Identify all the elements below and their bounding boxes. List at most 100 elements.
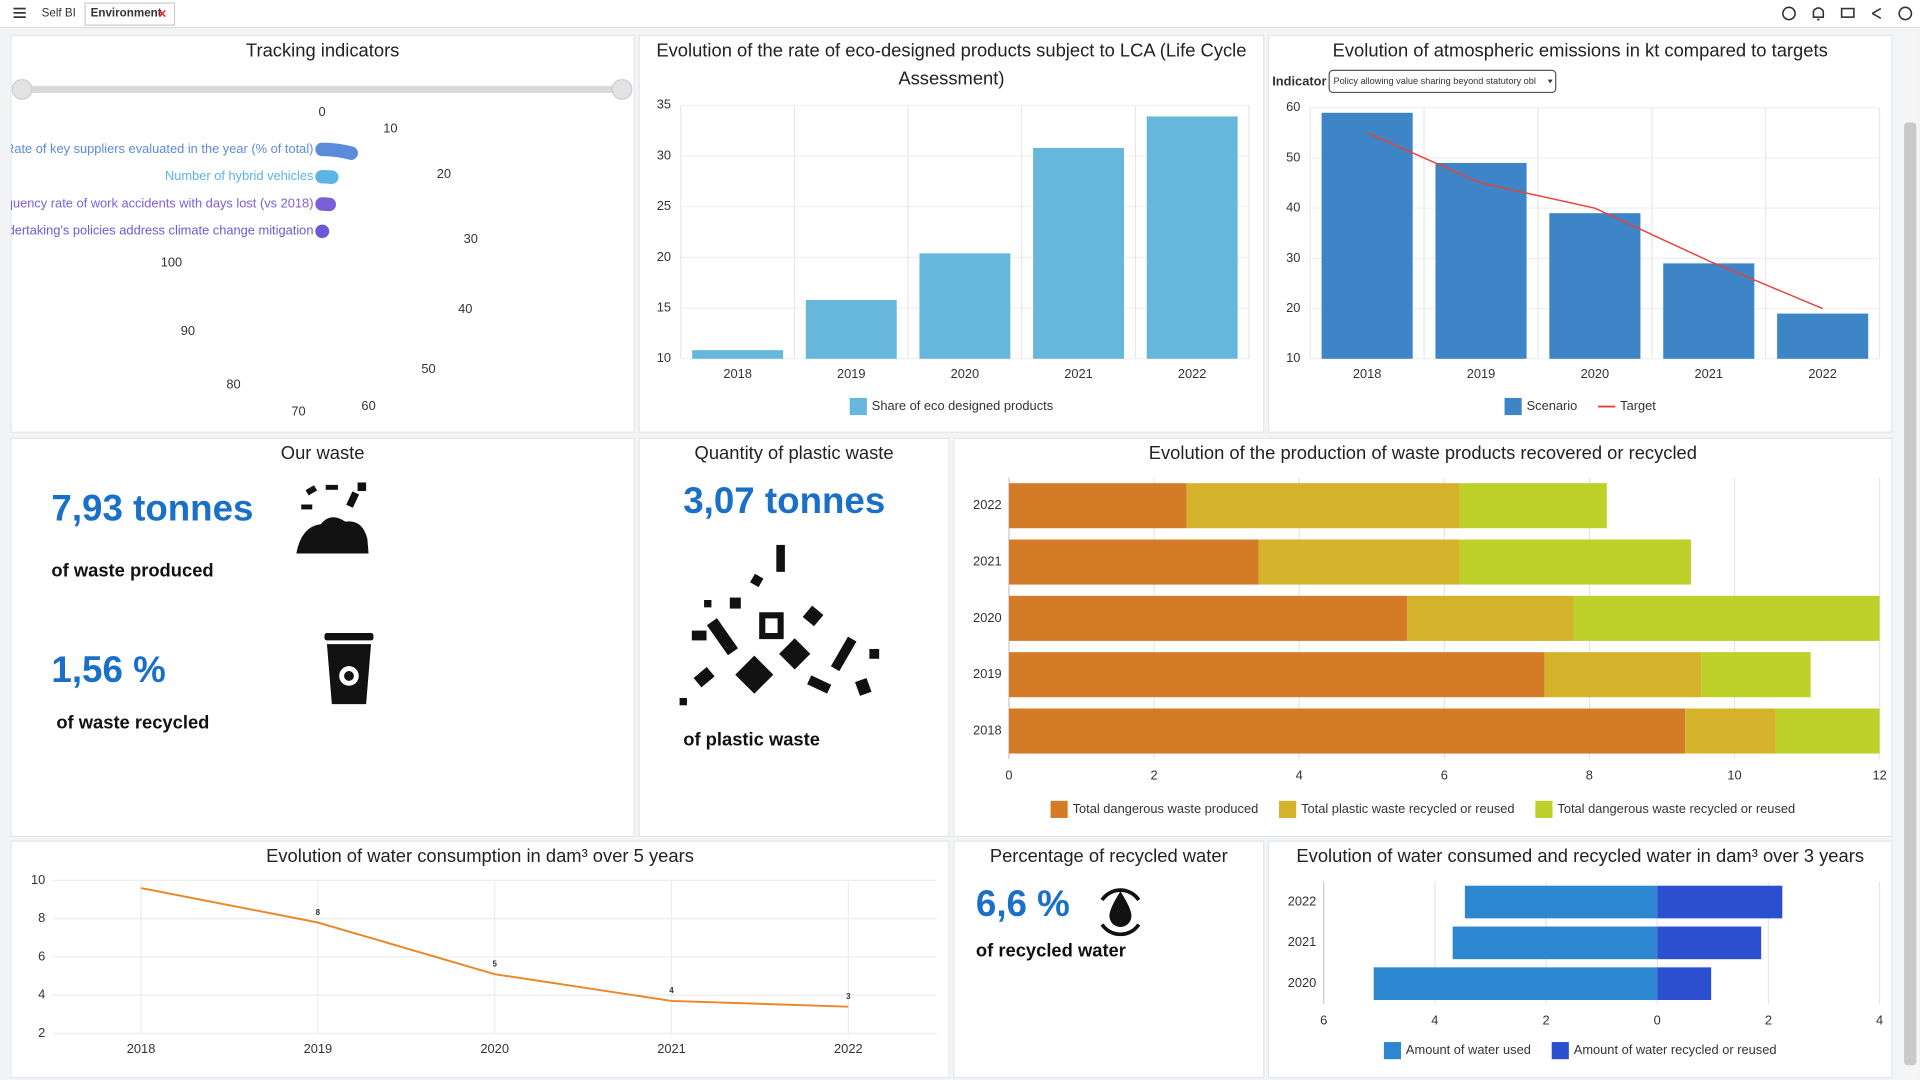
y-tick-label: 30 [1286,250,1300,265]
y-tick-label: 2022 [973,497,1002,512]
x-tick-label: 2022 [1808,366,1837,381]
bar-segment [1008,708,1686,754]
category-label: Rate of key suppliers evaluated in the y… [5,141,313,156]
legend-label: Scenario [1527,398,1578,413]
bar [1321,112,1413,359]
y-tick-label: 50 [1286,149,1300,164]
legend-swatch [1383,1042,1402,1060]
bar-segment [1657,885,1783,919]
bar-segment [1008,483,1187,529]
angle-tick-label: 0 [318,104,325,119]
category-label: Number of hybrid vehicles [165,168,313,183]
angle-tick-label: 10 [383,120,397,135]
angle-tick-label: 60 [361,398,375,413]
x-tick-label: 2021 [1064,366,1093,381]
bar-segment [1008,539,1259,585]
x-tick-label: 2019 [1467,366,1496,381]
dropdown-arrow [1547,79,1553,84]
bar-segment [1657,926,1762,960]
legend-label: Share of eco designed products [872,398,1053,413]
bar-segment [1186,483,1460,529]
bar-segment [1407,595,1574,641]
filter-value[interactable]: Policy allowing value sharing beyond sta… [1333,76,1535,86]
info-icon[interactable] [1898,6,1913,21]
x-tick-label: 2021 [657,1041,686,1056]
kpi-value: 3,07 tonnes [683,480,885,521]
x-tick-label: 2018 [1353,366,1382,381]
bar [1146,116,1238,359]
bar-segment [1452,926,1658,960]
panel-title-box: Evolution of water consumed and recycled… [1296,846,1864,867]
panel-title: Evolution of atmospheric emissions in kt… [1332,40,1828,62]
tab[interactable]: Environment [91,7,162,20]
legend-label: Amount of water used [1406,1042,1531,1057]
legend-swatch [1504,397,1522,416]
y-tick-label: 20 [1286,300,1300,315]
bar-segment [1459,539,1691,585]
angle-tick-label: 90 [181,323,195,338]
x-tick-label: 2019 [837,366,866,381]
x-tick-label: 12 [1872,768,1886,783]
panel-title: Quantity of plastic waste [694,443,894,465]
bar-segment [1573,595,1880,641]
legend-label: Target [1620,398,1656,413]
bar [1549,213,1641,359]
x-tick-label: 0 [1654,1013,1661,1028]
x-tick-label: 2018 [723,366,752,381]
panel-title-box: Our waste [281,443,365,464]
legend: Total dangerous waste produced Total plas… [1050,800,1795,818]
tab[interactable]: Self BI [42,7,76,20]
share-icon[interactable] [1871,7,1882,20]
radial-bar [315,142,358,160]
data-label: 8 [316,908,321,917]
x-tick-label: 0 [1005,768,1012,783]
panel-title-box: Tracking indicators [245,40,400,62]
print-icon[interactable] [1840,7,1855,18]
bar-segment [1775,708,1880,754]
angle-tick-label: 30 [464,231,478,246]
y-tick-label: 6 [38,948,45,963]
range-slider-handle[interactable] [11,78,33,100]
kpi-caption: of waste recycled [56,712,209,733]
panel-title-box: Evolution of the production of waste pro… [1149,443,1697,464]
range-slider-handle[interactable] [611,78,633,100]
panel-title-box: Evolution of the rate of eco-designed pr… [656,40,1247,90]
x-tick-label: 2018 [127,1041,156,1056]
angle-tick-label: 100 [161,255,182,270]
legend-label: Total dangerous waste produced [1073,801,1259,816]
angle-tick-label: 80 [226,377,240,392]
scrollbar-thumb[interactable] [1904,122,1917,1066]
bell-icon[interactable] [1812,7,1825,21]
filter-dropdown[interactable] [1328,69,1557,94]
bar [692,350,784,359]
y-tick-label: 35 [657,97,671,112]
category-label: Undertaking's policies address climate c… [0,223,313,238]
x-tick-label: 2 [1765,1013,1772,1028]
line [140,887,849,1008]
bar [1777,313,1869,359]
bar [1435,162,1527,359]
y-tick-label: 2019 [973,666,1002,681]
kpi-value: 7,93 tonnes [51,487,253,528]
refresh-icon[interactable] [1782,6,1796,21]
active-tab[interactable] [84,2,176,26]
y-tick-label: 2018 [973,722,1002,737]
bar-segment [1008,652,1545,698]
legend-swatch [1279,800,1297,818]
y-tick-label: 2 [38,1025,45,1040]
tab-close[interactable] [158,9,166,18]
kpi-caption: of waste produced [51,560,213,581]
x-tick-label: 2019 [304,1041,333,1056]
panel-title: Evolution of the rate of eco-designed pr… [656,40,1247,90]
x-tick-label: 2022 [1178,366,1207,381]
y-tick-label: 2021 [1288,934,1317,949]
bar [919,253,1011,359]
bar-segment [1008,595,1408,641]
water-recycle-icon [1100,888,1141,937]
y-tick-label: 2020 [1288,975,1317,990]
angle-tick-label: 20 [437,166,451,181]
menu-button[interactable] [13,7,26,18]
panel-title: Tracking indicators [245,40,400,62]
panel-title-box: Evolution of water consumption in dam³ o… [266,846,694,867]
